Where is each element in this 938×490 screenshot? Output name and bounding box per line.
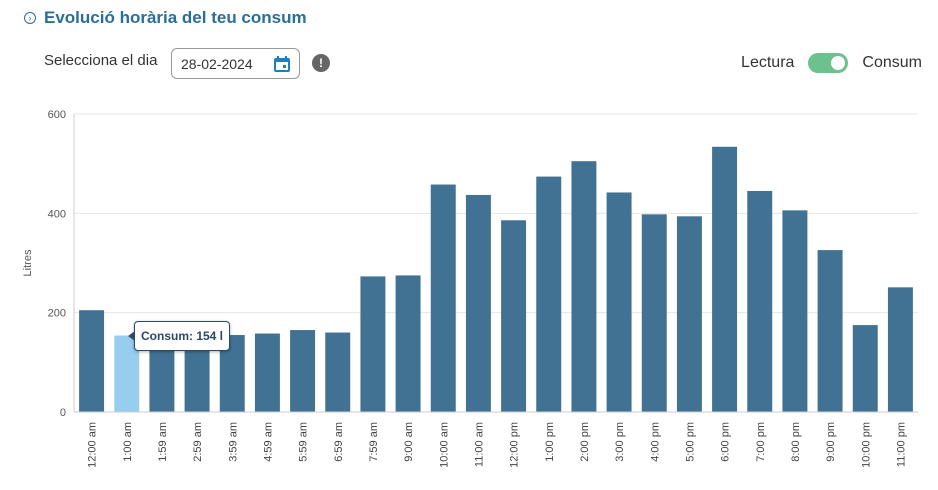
date-input[interactable]: 28-02-2024 [171,48,300,79]
y-axis-label: Litres [22,249,34,276]
x-tick-label: 5:59 am [298,422,310,462]
bar [817,250,843,412]
switch-knob [831,56,846,70]
bar [290,330,316,412]
x-tick-label: 10:00 am [438,422,450,468]
x-tick-label: 9:00 pm [825,422,837,462]
bar [782,210,808,412]
y-tick-label: 400 [48,208,66,220]
y-tick-label: 0 [60,407,66,419]
mode-toggle: Lectura Consum [741,53,922,73]
y-tick-label: 200 [48,308,66,320]
x-tick-label: 12:00 am [87,422,99,468]
toggle-label-lectura: Lectura [741,54,795,71]
bar [465,194,491,412]
bar [536,176,562,412]
x-tick-label: 4:00 pm [649,422,661,462]
x-tick-label: 7:00 pm [755,422,767,462]
x-tick-label: 3:59 am [227,422,239,462]
toggle-label-consum: Consum [862,54,922,71]
x-tick-label: 1:59 am [157,422,169,462]
bar [325,332,351,412]
bar [887,287,913,412]
x-tick-label: 1:00 pm [544,422,556,462]
x-tick-label: 3:00 pm [614,422,626,462]
bar [606,192,632,412]
bar-chart: 0 200 400 600 Litres 12:00 am 1:00 am 1:59 am 2:… [22,109,918,468]
info-icon[interactable]: ! [312,54,330,72]
date-value: 28-02-2024 [181,55,253,72]
x-tick-label: 11:00 pm [895,422,907,467]
bar [149,349,175,412]
x-tick-label: 7:59 am [368,422,380,462]
x-tick-label: 4:59 am [262,422,274,462]
date-label: Selecciona el dia [44,52,158,69]
bar [184,349,210,412]
x-tick-label: 2:00 pm [579,422,591,462]
bar [712,146,738,412]
bar [641,214,667,412]
bar [501,220,527,412]
bar [395,275,421,412]
bar [254,333,280,412]
x-tick-label: 12:00 pm [509,422,521,468]
x-tick-label: 1:00 am [122,422,134,462]
x-tick-label: 5:00 pm [684,422,696,462]
page-title: Evolució horària del teu consum [44,8,307,27]
x-tick-label: 11:00 am [473,422,485,467]
bar [79,310,105,412]
bar [571,161,597,412]
bar [676,216,702,412]
bar [747,190,773,412]
x-tick-label: 10:00 pm [860,422,872,468]
y-tick-label: 600 [48,109,66,121]
bar [852,325,878,412]
bar [360,276,386,412]
x-tick-label: 9:00 am [403,422,415,462]
bar-tooltip: Consum: 154 l [127,321,231,351]
chevron-right-circle-icon: › [24,12,36,24]
x-tick-label: 6:59 am [333,422,345,462]
bar [430,184,456,412]
x-tick-label: 2:59 am [192,422,204,462]
x-tick-label: 6:00 pm [720,422,732,462]
x-tick-label: 8:00 pm [790,422,802,462]
section-header: › Evolució horària del teu consum [24,8,307,28]
calendar-icon[interactable] [273,55,291,76]
mode-switch[interactable] [808,53,849,73]
